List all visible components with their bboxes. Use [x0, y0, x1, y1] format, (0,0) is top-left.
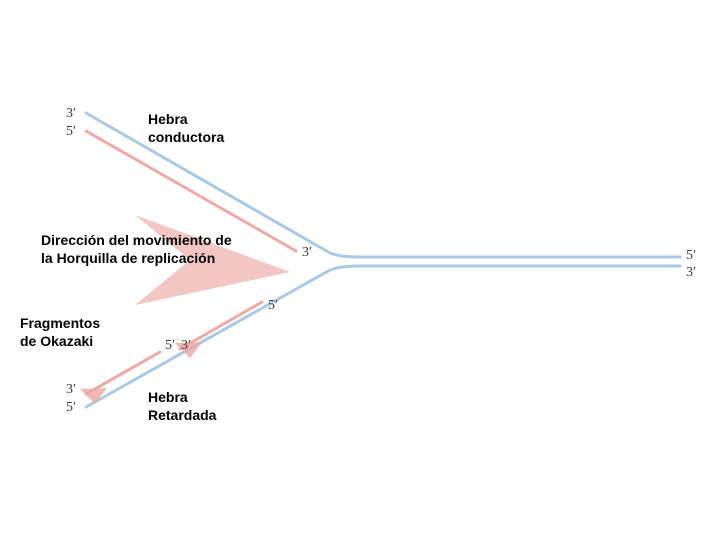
endpoint-5prime-frag-gap: 5′	[165, 338, 175, 354]
replication-fork-diagram: Hebra conductora Dirección del movimient…	[0, 0, 720, 540]
label-okazaki: Fragmentos de Okazaki	[20, 315, 100, 350]
endpoint-5prime-bottom-left-b: 5′	[66, 400, 76, 416]
endpoint-5prime-top-left-b: 5′	[66, 124, 76, 140]
endpoint-3prime-leading-tip: 3′	[302, 245, 312, 261]
endpoint-3prime-right-bottom: 3′	[686, 265, 696, 281]
label-lagging-strand: Hebra Retardada	[148, 389, 216, 424]
okazaki-fragment-1	[180, 302, 262, 349]
label-leading-strand: Hebra conductora	[148, 111, 224, 146]
endpoint-3prime-top-left-a: 3′	[66, 106, 76, 122]
label-fork-direction: Dirección del movimiento de la Horquilla…	[41, 232, 232, 267]
endpoint-5prime-frag1-start: 5′	[268, 298, 278, 314]
endpoint-3prime-frag-gap: 3′	[181, 338, 191, 354]
diagram-svg	[0, 0, 720, 540]
endpoint-5prime-right-top: 5′	[686, 248, 696, 264]
endpoint-3prime-bottom-left-a: 3′	[66, 382, 76, 398]
